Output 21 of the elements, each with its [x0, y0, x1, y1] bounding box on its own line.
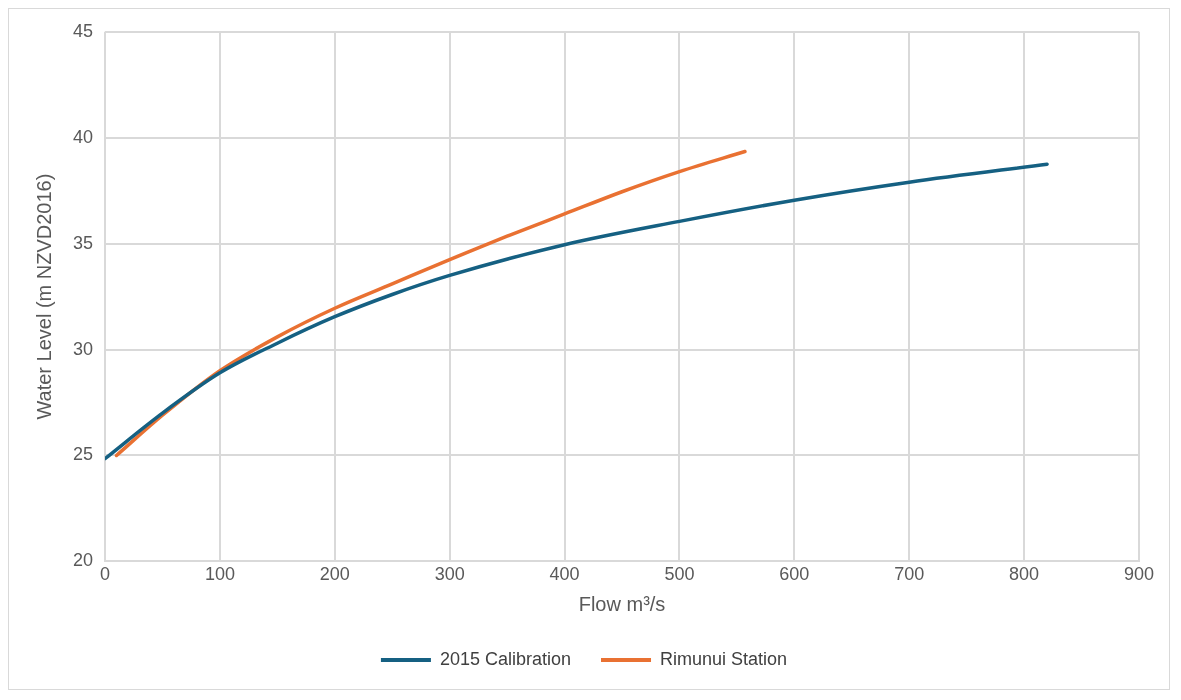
y-tick-label: 40 — [72, 126, 94, 147]
x-tick-label: 600 — [779, 564, 810, 585]
y-tick-label: 35 — [72, 232, 94, 253]
y-tick-label: 20 — [72, 550, 94, 571]
y-tick-label: 25 — [72, 444, 94, 465]
x-tick-label: 200 — [319, 564, 350, 585]
y-tick-label: 45 — [72, 20, 94, 41]
x-axis-title: Flow m³/s — [578, 592, 666, 615]
x-tick-label: 700 — [894, 564, 925, 585]
x-tick-label: 400 — [549, 564, 580, 585]
y-tick-label: 30 — [72, 338, 94, 359]
x-tick-label: 100 — [204, 564, 235, 585]
x-tick-label: 500 — [664, 564, 695, 585]
legend-label: 2015 Calibration — [439, 648, 572, 669]
x-tick-label: 300 — [434, 564, 465, 585]
x-tick-label: 800 — [1009, 564, 1040, 585]
line-series — [105, 162, 1049, 461]
y-axis-title: Water Level (m NZVD2016) — [32, 173, 55, 420]
x-tick-label: 0 — [100, 564, 111, 585]
x-tick-label: 900 — [1123, 564, 1155, 585]
legend-label: Rimunui Station — [660, 648, 788, 669]
